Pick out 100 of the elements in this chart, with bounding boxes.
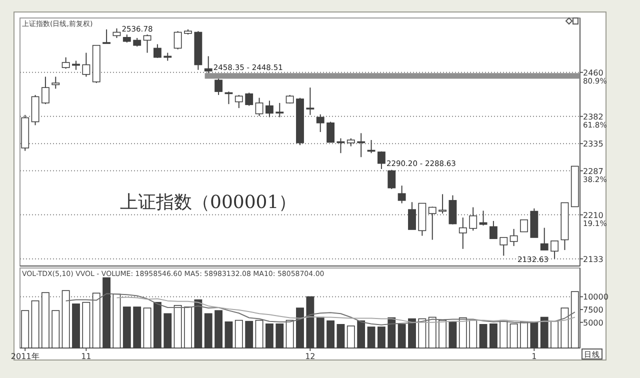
candlestick: [326, 121, 335, 143]
annotation: 上证指数（000001）: [120, 192, 297, 213]
candlestick: [448, 194, 457, 225]
bar: [224, 321, 233, 348]
bar: [276, 323, 284, 348]
bar: [164, 313, 172, 348]
candlestick: [41, 76, 50, 105]
candlestick: [438, 194, 447, 214]
bar: [448, 321, 457, 348]
candlestick: [520, 219, 528, 232]
bar: [418, 318, 426, 348]
bar: [92, 292, 100, 348]
y-tick-label: 2335: [583, 140, 604, 149]
bar: [82, 302, 90, 348]
bar: [255, 320, 264, 348]
candlestick: [153, 44, 162, 58]
candlestick: [255, 97, 264, 117]
candlestick: [510, 228, 518, 247]
x-tick-label: 11: [81, 352, 92, 361]
candlestick: [458, 217, 467, 250]
bar: [367, 326, 376, 348]
candlestick: [316, 114, 324, 133]
y-tick-label: 2210: [583, 210, 604, 220]
y-tick-label: 2133: [583, 254, 604, 264]
bar: [510, 323, 518, 348]
bar: [408, 318, 416, 348]
bar: [72, 303, 80, 348]
bar: [530, 321, 538, 348]
bar: [143, 308, 152, 348]
bar: [479, 324, 488, 348]
bar: [428, 316, 436, 348]
candlestick: [540, 227, 548, 251]
x-tick-label: 1: [532, 352, 537, 361]
line-series: [65, 293, 576, 326]
candlestick: [500, 236, 508, 256]
candlestick: [245, 92, 254, 106]
candlestick: [276, 102, 284, 118]
line-series: [116, 296, 576, 323]
bar: [102, 277, 111, 348]
bar: [489, 323, 498, 348]
bar: [377, 326, 386, 348]
candlestick: [52, 76, 60, 90]
bar: [265, 323, 274, 348]
candlestick: [62, 56, 70, 70]
y-tick-label: 7500: [583, 306, 604, 315]
candlestick: [174, 30, 182, 50]
x-tick-label: 12: [305, 352, 316, 361]
candlestick: [469, 206, 478, 232]
candlestick: [550, 240, 559, 260]
candlestick: [489, 220, 498, 240]
candlestick: [428, 206, 436, 240]
bar: [21, 310, 30, 348]
y-tick-label: 2287: [583, 166, 604, 176]
y-tick-label: 10000: [583, 292, 608, 302]
bar: [398, 324, 406, 348]
bar: [438, 320, 447, 348]
bar: [469, 320, 478, 348]
candlestick: [82, 52, 90, 78]
bar: [122, 306, 131, 348]
bar: [52, 310, 60, 348]
bar: [184, 306, 192, 348]
bar: [194, 299, 202, 348]
x-tick-label: 2011年: [10, 352, 40, 361]
bar: [520, 321, 528, 348]
candlestick: [102, 28, 111, 44]
bar: [41, 292, 50, 348]
candlestick: [377, 150, 386, 170]
bar: [306, 296, 314, 348]
bar: [204, 313, 212, 348]
bar: [388, 317, 396, 348]
candlestick: [143, 34, 152, 54]
candlestick: [388, 169, 396, 190]
bar: [357, 320, 366, 348]
bar: [174, 305, 182, 348]
candlestick: [204, 56, 212, 74]
candlestick: [408, 202, 416, 230]
bar: [286, 320, 294, 348]
bar: [550, 320, 559, 348]
candlestick: [306, 87, 314, 116]
candlestick: [398, 185, 406, 204]
bar: [316, 316, 324, 348]
bar: [326, 320, 335, 348]
bar: [133, 306, 142, 348]
y-tick-label: 2460: [583, 68, 604, 78]
bar: [336, 324, 345, 348]
bar: [245, 320, 254, 348]
candlestick: [479, 210, 488, 226]
bar: [346, 326, 355, 348]
y-tick-label: 5000: [583, 318, 604, 328]
bar: [31, 300, 40, 348]
candlestick: [112, 28, 121, 38]
bar: [153, 302, 162, 348]
bar: [214, 310, 223, 348]
bar: [570, 291, 579, 348]
bar: [234, 320, 243, 348]
bar: [62, 290, 70, 348]
bar: [296, 308, 304, 348]
bar: [560, 308, 569, 348]
candlestick: [234, 94, 243, 109]
candlestick: [265, 100, 274, 118]
